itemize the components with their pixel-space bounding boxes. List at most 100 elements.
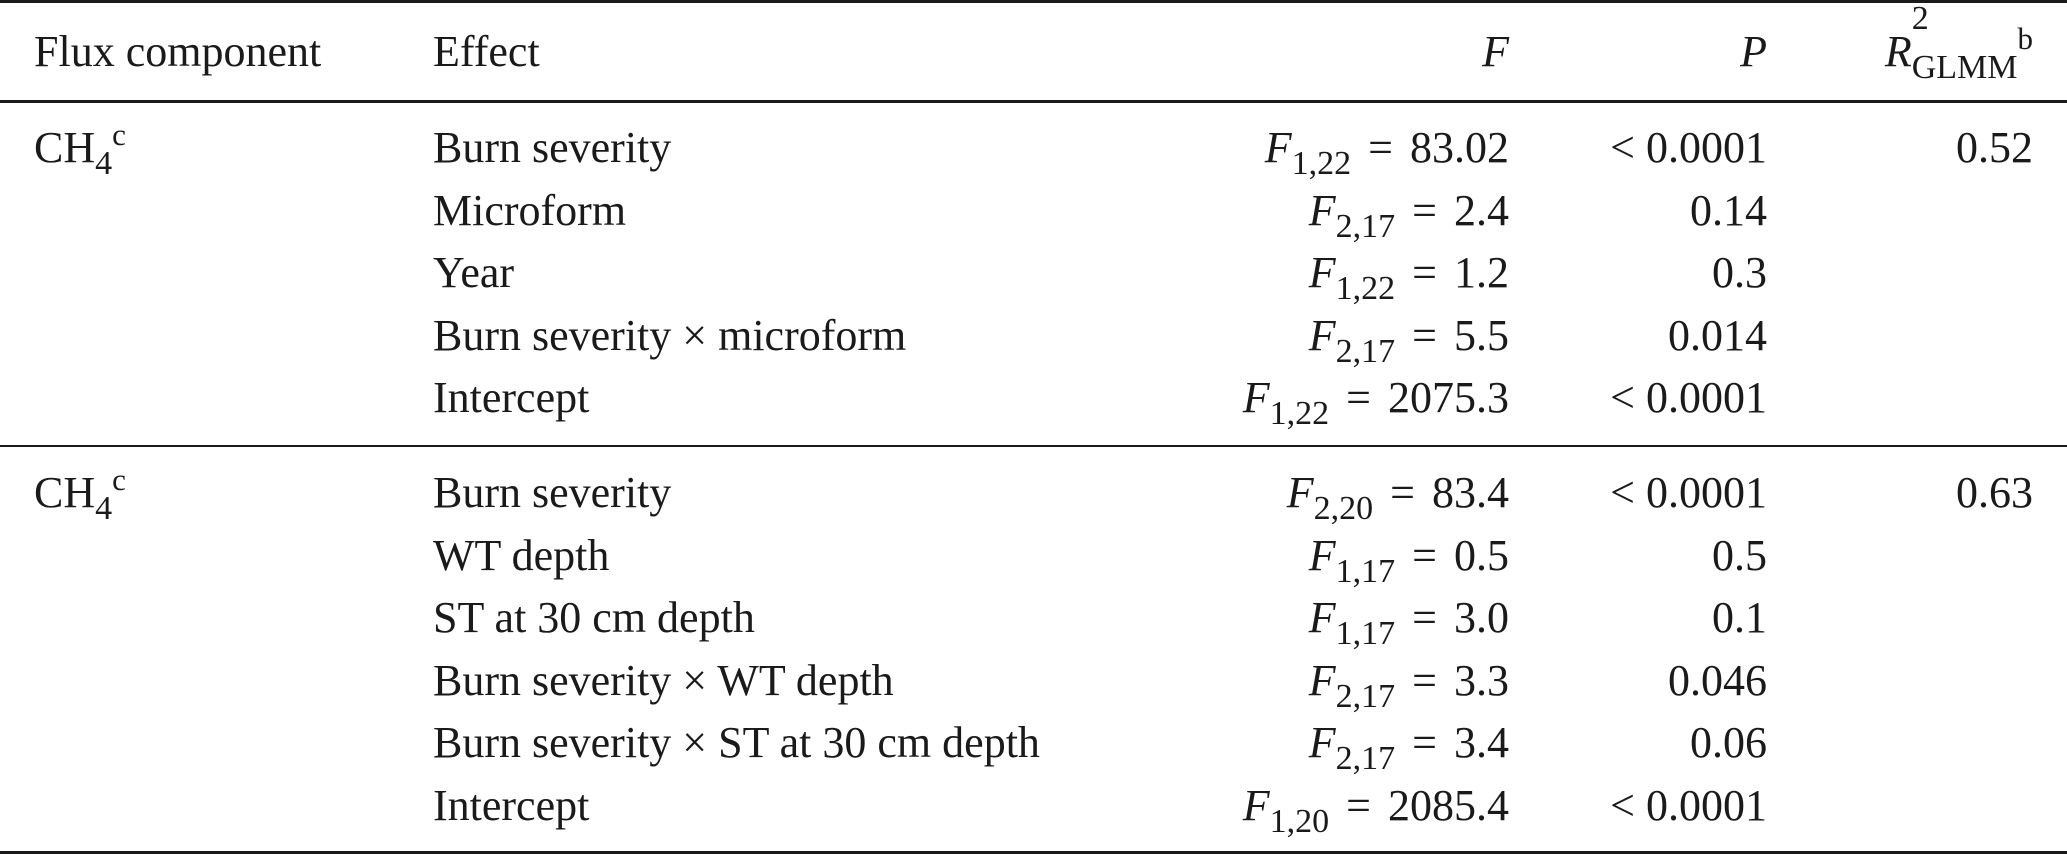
r2-superscript: 2 [1911, 0, 1929, 37]
r2-note-b: b [2017, 21, 2034, 56]
f-symbol: F [1264, 123, 1292, 172]
component-note: c [112, 462, 126, 497]
f-statistic: F2,17 = 3.4 [1308, 717, 1509, 777]
effect-cell: Burn severity × ST at 30 cm depth [433, 718, 1040, 767]
effect-cell: Year [433, 248, 515, 297]
r2-value: 0.52 [1956, 123, 2033, 172]
p-value: < 0.0001 [1610, 781, 1767, 830]
f-degrees-of-freedom: 1,20 [1269, 803, 1330, 840]
header-flux-component: Flux component [34, 27, 322, 76]
f-degrees-of-freedom: 2,17 [1335, 333, 1396, 370]
equals-sign: = [1401, 593, 1448, 642]
f-statistic: F2,17 = 2.4 [1308, 185, 1509, 245]
table-section-rule [0, 445, 2067, 447]
r2-subscript: GLMM [1911, 49, 2018, 86]
p-value: < 0.0001 [1610, 123, 1767, 172]
f-value: 83.02 [1410, 123, 1509, 172]
f-value: 2075.3 [1388, 373, 1509, 422]
r2-script: 2 GLMM [1912, 2, 2018, 87]
flux-component: CH4c [34, 462, 126, 527]
f-symbol: F [1308, 593, 1336, 642]
p-value: 0.014 [1668, 311, 1767, 360]
f-symbol: F [1242, 781, 1270, 830]
p-value: 0.046 [1668, 656, 1767, 705]
header-f: F [1482, 27, 1509, 76]
component-formula: CH [34, 468, 96, 517]
flux-component: CH4c [34, 117, 126, 182]
component-formula: CH [34, 123, 96, 172]
f-statistic: F2,17 = 5.5 [1308, 310, 1509, 370]
r2-symbol: R [1884, 27, 1912, 76]
f-value: 5.5 [1454, 311, 1509, 360]
f-degrees-of-freedom: 1,17 [1335, 553, 1396, 590]
equals-sign: = [1401, 718, 1448, 767]
component-subscript: 4 [95, 145, 113, 182]
table-header-rule [0, 100, 2067, 103]
header-effect: Effect [433, 27, 540, 76]
p-value: < 0.0001 [1610, 373, 1767, 422]
component-subscript: 4 [95, 490, 113, 527]
f-statistic: F1,22 = 83.02 [1264, 122, 1509, 182]
effect-cell: Burn severity [433, 123, 672, 172]
header-r2-glmm: R 2 GLMMb [1884, 2, 2033, 87]
f-statistic: F2,17 = 3.3 [1308, 655, 1509, 715]
equals-sign: = [1357, 123, 1404, 172]
f-statistic: F1,17 = 0.5 [1308, 530, 1509, 590]
f-statistic: F1,22 = 1.2 [1308, 247, 1509, 307]
f-symbol: F [1308, 248, 1336, 297]
f-symbol: F [1308, 656, 1336, 705]
f-degrees-of-freedom: 1,22 [1291, 145, 1352, 182]
p-value: 0.3 [1712, 248, 1767, 297]
equals-sign: = [1335, 373, 1382, 422]
f-degrees-of-freedom: 1,22 [1335, 270, 1396, 307]
effect-cell: Microform [433, 186, 627, 235]
f-degrees-of-freedom: 1,17 [1335, 615, 1396, 652]
equals-sign: = [1401, 656, 1448, 705]
p-value: 0.14 [1690, 186, 1767, 235]
f-symbol: F [1308, 186, 1336, 235]
effect-cell: Burn severity [433, 468, 672, 517]
effect-cell: Intercept [433, 373, 590, 422]
equals-sign: = [1401, 531, 1448, 580]
equals-sign: = [1401, 248, 1448, 297]
f-value: 1.2 [1454, 248, 1509, 297]
table-top-rule [0, 0, 2067, 3]
f-degrees-of-freedom: 2,17 [1335, 208, 1396, 245]
f-value: 2.4 [1454, 186, 1509, 235]
f-symbol: F [1286, 468, 1314, 517]
f-value: 3.4 [1454, 718, 1509, 767]
f-value: 3.3 [1454, 656, 1509, 705]
f-symbol: F [1308, 311, 1336, 360]
effect-cell: WT depth [433, 531, 610, 580]
effect-cell: Intercept [433, 781, 590, 830]
header-p: P [1740, 27, 1767, 76]
equals-sign: = [1335, 781, 1382, 830]
p-value: 0.06 [1690, 718, 1767, 767]
effect-cell: Burn severity × WT depth [433, 656, 894, 705]
effect-cell: Burn severity × microform [433, 311, 907, 360]
f-symbol: F [1308, 531, 1336, 580]
f-statistic: F1,20 = 2085.4 [1242, 780, 1509, 840]
f-statistic: F1,17 = 3.0 [1308, 592, 1509, 652]
r2-value: 0.63 [1956, 468, 2033, 517]
f-degrees-of-freedom: 1,22 [1269, 395, 1330, 432]
component-note: c [112, 117, 126, 152]
p-value: < 0.0001 [1610, 468, 1767, 517]
f-value: 3.0 [1454, 593, 1509, 642]
f-degrees-of-freedom: 2,17 [1335, 740, 1396, 777]
equals-sign: = [1379, 468, 1426, 517]
f-value: 2085.4 [1388, 781, 1509, 830]
f-degrees-of-freedom: 2,20 [1313, 490, 1374, 527]
f-symbol: F [1242, 373, 1270, 422]
p-value: 0.5 [1712, 531, 1767, 580]
p-value: 0.1 [1712, 593, 1767, 642]
table-bottom-rule [0, 851, 2067, 854]
f-statistic: F2,20 = 83.4 [1286, 467, 1509, 527]
f-value: 0.5 [1454, 531, 1509, 580]
equals-sign: = [1401, 311, 1448, 360]
effect-cell: ST at 30 cm depth [433, 593, 755, 642]
f-statistic: F1,22 = 2075.3 [1242, 372, 1509, 432]
f-symbol: F [1308, 718, 1336, 767]
equals-sign: = [1401, 186, 1448, 235]
f-degrees-of-freedom: 2,17 [1335, 678, 1396, 715]
